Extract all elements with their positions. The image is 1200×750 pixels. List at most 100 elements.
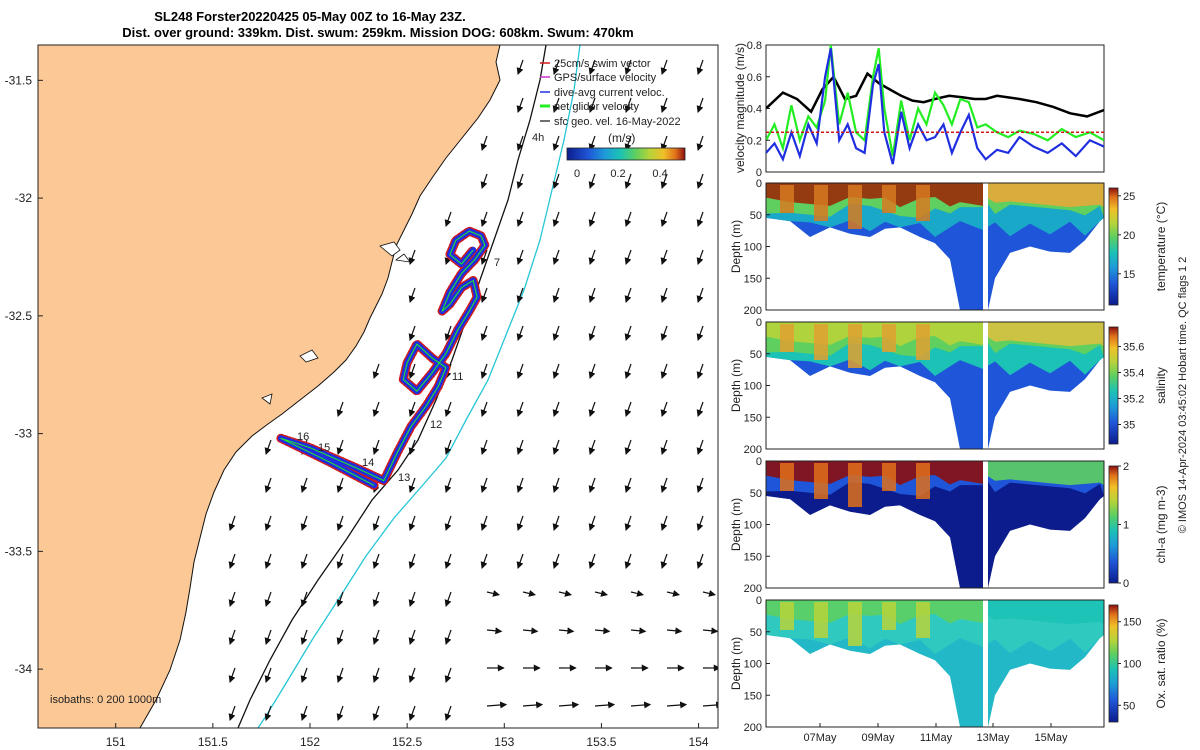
section-chl-a: 0 50 100 150 200 Depth (m) 0 1 2 chl-a (mg m-3) — [729, 456, 1168, 595]
section-oxygen-colorbar — [1108, 604, 1119, 723]
legend-net: net glider velocity — [554, 101, 639, 113]
sfc-velocity-arrow — [264, 439, 272, 455]
section-temperature-surface — [988, 183, 1104, 208]
sfc-velocity-arrow — [552, 211, 560, 227]
sfc-velocity-arrow — [696, 363, 704, 379]
velocity-ytick-label: 0.2 — [747, 135, 762, 147]
section-ytick-label: 100 — [744, 520, 762, 532]
sfc-velocity-arrow — [516, 135, 524, 151]
sfc-velocity-arrow — [624, 325, 632, 341]
sfc-velocity-arrow — [552, 401, 560, 417]
map-estuaries — [261, 241, 411, 405]
colorbar-tick-label: 35.6 — [1123, 342, 1144, 354]
sfc-velocity-arrow — [522, 627, 539, 635]
section-salinity-gap — [985, 323, 988, 448]
section-chl-a-gap — [985, 462, 988, 587]
sfc-velocity-arrow — [660, 439, 668, 455]
sfc-velocity-arrow — [300, 705, 308, 721]
sfc-velocity-arrow — [336, 553, 344, 569]
section-chl-a-colorbar-label: chl-a (mg m-3) — [1154, 485, 1168, 563]
section-salinity-colorbar-label: salinity — [1154, 367, 1168, 404]
velocity-y-ticks: 0 0.2 0.4 0.6 0.8 — [747, 40, 770, 179]
sfc-velocity-arrow — [408, 705, 416, 721]
sfc-velocity-arrow — [480, 325, 488, 341]
sfc-velocity-arrow — [558, 701, 580, 709]
sfc-velocity-arrow — [444, 667, 452, 683]
section-oxygen-blob — [780, 602, 794, 630]
sfc-velocity-arrow — [630, 627, 647, 635]
sfc-velocity-arrow — [696, 325, 704, 341]
sfc-velocity-arrow — [516, 173, 524, 189]
sfc-velocity-arrow — [336, 477, 344, 493]
sfc-velocity-arrow — [336, 401, 344, 417]
sfc-velocity-arrow — [444, 553, 452, 569]
sfc-velocity-arrow — [630, 590, 644, 597]
sfc-velocity-arrow — [552, 439, 560, 455]
sfc-velocity-arrow — [372, 705, 380, 721]
sfc-velocity-arrow — [372, 401, 380, 417]
sfc-velocity-arrow — [480, 135, 488, 151]
map-y-ticks: -31.5 -32 -32.5 -33 -33.5 -34 — [5, 73, 43, 676]
sfc-velocity-arrow — [702, 627, 718, 635]
velocity-ytick-label: 0.4 — [747, 104, 762, 116]
sfc-velocity-arrow — [228, 705, 236, 721]
velocity-series — [766, 45, 1104, 165]
day-label-7: 7 — [494, 257, 500, 269]
sfc-velocity-arrow — [408, 439, 416, 455]
sfc-velocity-arrow — [696, 287, 704, 303]
sfc-velocity-arrow — [486, 701, 508, 709]
sfc-velocity-arrow — [372, 667, 380, 683]
sfc-velocity-arrow — [300, 553, 308, 569]
sfc-velocity-arrow — [516, 97, 524, 113]
sfc-velocity-arrow — [588, 287, 596, 303]
section-ytick-label: 150 — [744, 273, 762, 285]
sfc-velocity-arrow — [264, 629, 272, 645]
sfc-velocity-arrow — [696, 211, 704, 227]
section-oxygen-gap — [985, 601, 988, 726]
section-ylabel: Depth (m) — [729, 637, 743, 690]
day-label-12: 12 — [430, 419, 442, 431]
sfc-velocity-arrow — [558, 590, 572, 597]
sfc-velocity-arrow — [522, 701, 544, 709]
sfc-velocity-arrow — [228, 515, 236, 531]
sfc-velocity-arrow — [264, 553, 272, 569]
map-xtick-label: 151.5 — [198, 735, 228, 749]
sfc-velocity-arrow — [300, 629, 308, 645]
sfc-velocity-arrow — [480, 553, 488, 569]
sfc-velocity-arrow — [666, 590, 680, 597]
section-ytick-label: 50 — [750, 210, 762, 222]
sfc-velocity-arrow — [696, 59, 704, 75]
sfc-velocity-arrow — [666, 701, 688, 709]
sfc-velocity-arrow — [372, 591, 380, 607]
section-temperature-blob — [848, 185, 862, 229]
sfc-velocity-arrow — [444, 211, 452, 227]
sfc-velocity-arrow — [630, 701, 652, 709]
sfc-velocity-arrow — [444, 591, 452, 607]
sfc-velocity-arrow — [516, 249, 524, 265]
sfc-velocity-arrow — [552, 287, 560, 303]
sfc-velocity-arrow — [444, 477, 452, 493]
sfc-velocity-arrow — [660, 477, 668, 493]
sfc-velocity-arrow — [594, 701, 616, 709]
section-oxygen-surface — [988, 600, 1104, 625]
sfc-velocity-arrow — [696, 97, 704, 113]
sfc-velocity-arrow — [408, 401, 416, 417]
colorbar-tick-label: 50 — [1123, 700, 1135, 712]
sfc-velocity-arrow — [408, 249, 416, 265]
date-tick-label: 13May — [976, 732, 1010, 744]
map-xtick-label: 153.5 — [586, 735, 616, 749]
sfc-velocity-arrow — [372, 629, 380, 645]
sfc-velocity-arrow — [624, 477, 632, 493]
sfc-velocity-arrow — [264, 515, 272, 531]
colorbar-tick-label: 15 — [1123, 269, 1135, 281]
colorbar-tick-label: 0 — [1123, 578, 1129, 590]
sfc-velocity-arrow — [624, 515, 632, 531]
velocity-ylabel: velocity magnitude (m/s) — [733, 43, 747, 173]
sfc-velocity-arrow — [516, 553, 524, 569]
sfc-velocity-arrow — [516, 287, 524, 303]
sfc-velocity-arrow — [552, 477, 560, 493]
day-label-11: 11 — [452, 371, 463, 383]
date-tick-label: 11May — [920, 732, 953, 744]
sfc-velocity-arrow — [480, 173, 488, 189]
sfc-velocity-arrow — [300, 591, 308, 607]
